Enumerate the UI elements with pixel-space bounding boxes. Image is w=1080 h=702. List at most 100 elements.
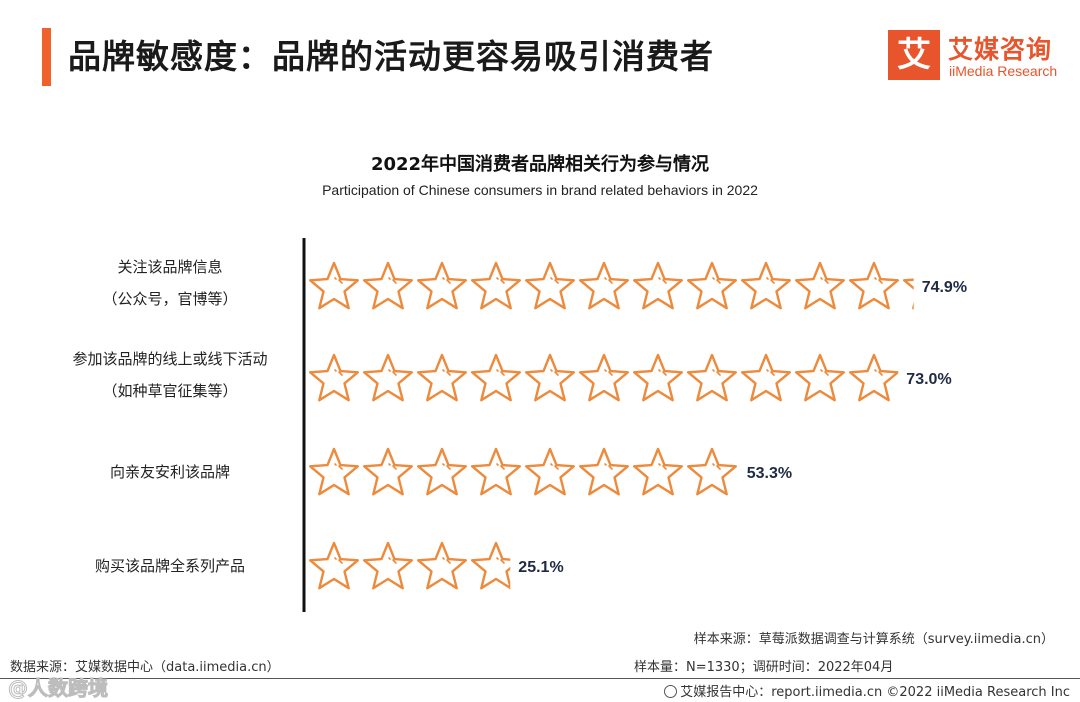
star-highlight [442,277,451,284]
value-label: 53.3% [747,465,792,482]
star-mark [471,541,511,590]
star-mark [363,261,413,310]
star-bar [309,261,914,310]
star-highlight [496,557,505,564]
star-mark [849,353,899,402]
star-mark [417,261,467,310]
star-highlight [820,277,829,284]
star-mark [417,541,467,590]
star-mark [525,353,575,402]
star-highlight [874,277,883,284]
star-highlight [712,463,721,470]
star-highlight [388,463,397,470]
star-highlight [658,463,667,470]
star-mark [903,278,914,310]
star-highlight [712,369,721,376]
star-mark [471,447,521,496]
star-highlight [658,277,667,284]
star-mark [363,447,413,496]
star-highlight [496,463,505,470]
star-mark [687,261,737,310]
category-label: 关注该品牌信息 [117,258,222,276]
star-bar [309,541,511,590]
category-label: 购买该品牌全系列产品 [95,557,245,575]
report-center: 艾媒报告中心：report.iimedia.cn ©2022 iiMedia R… [664,681,1070,700]
star-mark [363,353,413,402]
star-highlight [604,369,613,376]
star-highlight [334,463,343,470]
category-label: （如种草官征集等） [102,382,237,400]
star-highlight [550,463,559,470]
watermark: @人数跨境 [8,676,109,701]
star-mark [687,353,737,402]
category-label: 向亲友安利该品牌 [110,463,230,481]
title-accent-bar [42,28,51,86]
star-highlight [874,369,883,376]
star-highlight [766,369,775,376]
logo-text-cn: 艾媒咨询 [948,35,1053,64]
category-label: （公众号，官博等） [102,290,237,308]
star-highlight [388,369,397,376]
star-mark [579,353,629,402]
star-mark [471,353,521,402]
star-highlight [496,369,505,376]
star-mark [309,261,359,310]
star-highlight [442,369,451,376]
star-highlight [334,557,343,564]
globe-icon [664,685,678,698]
star-highlight [658,369,667,376]
star-highlight [388,277,397,284]
page-title: 品牌敏感度：品牌的活动更容易吸引消费者 [68,37,714,76]
star-mark [309,541,359,590]
value-label: 73.0% [906,371,951,388]
star-highlight [550,369,559,376]
star-mark [633,353,683,402]
report-center-text: 艾媒报告中心：report.iimedia.cn ©2022 iiMedia R… [680,685,1070,700]
data-source: 数据来源：艾媒数据中心（data.iimedia.cn） [10,660,280,675]
iimedia-logo: 艾 艾媒咨询 iiMedia Research [888,30,1068,82]
star-highlight [442,463,451,470]
star-mark [417,353,467,402]
star-highlight [334,277,343,284]
chart-title: 2022年中国消费者品牌相关行为参与情况 [370,154,710,175]
star-highlight [820,369,829,376]
star-bar [309,353,899,402]
star-highlight [604,463,613,470]
star-mark [795,261,845,310]
star-mark [795,353,845,402]
star-mark [363,541,413,590]
logo-text-en: iiMedia Research [949,63,1058,79]
footer-divider [0,678,1080,679]
star-highlight [496,277,505,284]
sample-source: 样本来源：草莓派数据调查与计算系统（survey.iimedia.cn） [693,632,1054,647]
star-mark [633,447,683,496]
logo-mark: 艾 [888,30,940,80]
star-mark [309,353,359,402]
chart-subtitle: Participation of Chinese consumers in br… [322,182,758,198]
star-highlight [442,557,451,564]
star-mark [309,447,359,496]
star-highlight [712,277,721,284]
value-label: 74.9% [922,279,967,296]
star-mark [525,447,575,496]
star-mark [849,261,899,310]
star-mark [687,447,737,496]
sample-size: 样本量：N=1330；调研时间：2022年04月 [634,660,894,675]
star-highlight [388,557,397,564]
star-mark [579,447,629,496]
star-mark [417,447,467,496]
star-mark [471,261,521,310]
star-bar [309,447,737,496]
star-highlight [604,277,613,284]
category-label: 参加该品牌的线上或线下活动 [72,350,267,368]
value-label: 25.1% [518,559,563,576]
star-highlight [766,277,775,284]
star-mark [741,261,791,310]
star-mark [525,261,575,310]
star-highlight [334,369,343,376]
star-highlight [550,277,559,284]
star-mark [633,261,683,310]
star-mark [741,353,791,402]
star-mark [579,261,629,310]
